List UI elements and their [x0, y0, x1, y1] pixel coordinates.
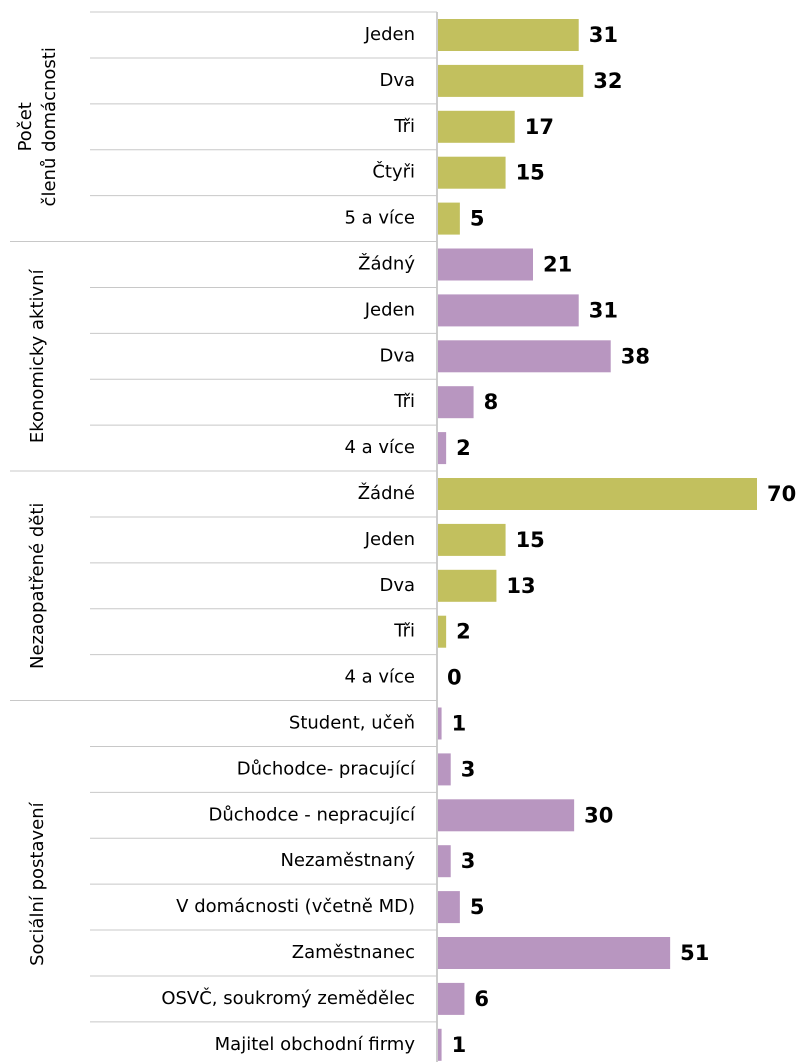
bar: [438, 340, 611, 373]
bar: [438, 799, 575, 832]
bar: [438, 523, 506, 556]
value-label: 17: [525, 115, 554, 139]
value-label: 31: [589, 23, 618, 47]
category-label: Čtyři: [372, 161, 415, 183]
value-label: 15: [516, 161, 545, 185]
value-label: 0: [447, 666, 462, 690]
category-label: 4 a více: [344, 667, 415, 688]
bar: [438, 1028, 442, 1061]
value-label: 3: [461, 849, 476, 873]
category-label: Student, učeň: [289, 713, 415, 734]
group-label: Počet členů domácnosti: [15, 47, 60, 206]
category-label: Jeden: [364, 529, 415, 550]
category-label: 5 a více: [344, 208, 415, 229]
category-label: Žádný: [358, 253, 415, 275]
value-label: 5: [470, 207, 485, 231]
value-label: 3: [461, 757, 476, 781]
value-label: 31: [589, 298, 618, 322]
category-label: Dva: [379, 70, 415, 91]
category-label: Dva: [379, 345, 415, 366]
value-label: 15: [516, 528, 545, 552]
category-label: Důchodce- pracující: [237, 758, 416, 779]
category-label: Důchodce - nepracující: [209, 804, 416, 825]
bar: [438, 845, 451, 878]
value-label: 2: [456, 620, 471, 644]
value-label: 2: [456, 436, 471, 460]
bar: [438, 386, 474, 419]
value-label: 51: [680, 941, 709, 965]
bar: [438, 19, 579, 51]
category-label: Tři: [393, 621, 415, 642]
bar: [438, 707, 442, 740]
value-label: 5: [470, 895, 485, 919]
group-label: Sociální postavení: [27, 801, 48, 966]
group-label: Nezaopatřené děti: [27, 503, 48, 669]
category-label: Jeden: [364, 24, 415, 45]
bar: [438, 294, 579, 327]
category-label: Dva: [379, 575, 415, 596]
category-label: Nezaměstnaný: [280, 850, 415, 871]
value-label: 8: [484, 390, 499, 414]
bar: [438, 156, 506, 189]
category-label: Tři: [393, 391, 415, 412]
value-label: 21: [543, 253, 572, 277]
value-label: 1: [452, 712, 467, 736]
bar: [438, 202, 460, 235]
category-label: V domácnosti (včetně MD): [176, 896, 415, 917]
value-label: 1: [452, 1033, 467, 1057]
bar: [438, 937, 671, 969]
bar: [438, 569, 497, 602]
value-label: 30: [584, 803, 613, 827]
category-label: OSVČ, soukromý zemědělec: [161, 987, 415, 1009]
value-label: 70: [767, 482, 796, 506]
bar: [438, 110, 515, 143]
bar: [438, 64, 584, 97]
category-label: Žádné: [358, 482, 415, 504]
bar: [438, 615, 447, 648]
value-label: 6: [474, 987, 489, 1011]
category-label: Majitel obchodní firmy: [215, 1034, 416, 1055]
value-label: 13: [506, 574, 535, 598]
category-label: Zaměstnanec: [292, 942, 415, 963]
group-label: Ekonomicky aktivní: [27, 268, 48, 443]
value-label: 32: [593, 69, 622, 93]
category-label: Tři: [393, 116, 415, 137]
value-label: 38: [621, 344, 650, 368]
category-label: 4 a více: [344, 437, 415, 458]
bar: [438, 248, 533, 281]
bar: [438, 478, 757, 510]
bar: [438, 753, 451, 786]
bar: [438, 432, 447, 465]
bar: [438, 891, 460, 924]
category-label: Jeden: [364, 299, 415, 320]
bar: [438, 982, 465, 1015]
